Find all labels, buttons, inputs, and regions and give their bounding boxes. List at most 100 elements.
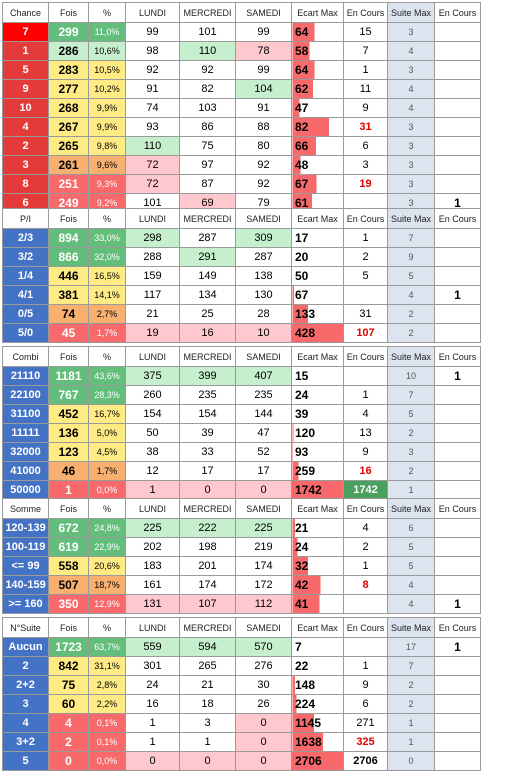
table-row: >= 160 350 12,9% 131 107 112 41 4 1 <box>2 594 481 614</box>
col-header-lundi: LUNDI <box>125 498 180 519</box>
cell-cours2 <box>434 480 481 500</box>
cell-samedi: 80 <box>235 136 292 156</box>
cell-ecart: 1145 <box>291 713 344 733</box>
cell-cours2: 1 <box>434 285 481 305</box>
cell-mercredi: 198 <box>179 537 236 557</box>
table-row: 22100 767 28,3% 260 235 235 24 1 7 <box>2 385 481 405</box>
col-header-samedi: SAMEDI <box>235 498 292 519</box>
table-row: 9 277 10,2% 91 82 104 62 11 4 <box>2 79 481 99</box>
cell-lundi: 38 <box>125 442 180 462</box>
cell-key: 7 <box>2 22 49 42</box>
col-header-lundi: LUNDI <box>125 2 180 23</box>
cell-ecart: 120 <box>291 423 344 443</box>
cell-cours2 <box>434 155 481 175</box>
cell-fois: 136 <box>48 423 89 443</box>
cell-lundi: 12 <box>125 461 180 481</box>
cell-mercredi: 291 <box>179 247 236 267</box>
cell-samedi: 144 <box>235 404 292 424</box>
cell-cours: 6 <box>343 136 388 156</box>
header-row: P/I Fois% LUNDI MERCREDI SAMEDI Ecart Max En C… <box>2 208 481 229</box>
cell-suite: 3 <box>387 22 435 42</box>
col-header-samedi: SAMEDI <box>235 2 292 23</box>
cell-cours: 1 <box>343 385 388 405</box>
cell-cours: 16 <box>343 461 388 481</box>
cell-cours2 <box>434 694 481 714</box>
cell-ecart: 47 <box>291 98 344 118</box>
cell-cours: 9 <box>343 98 388 118</box>
cell-cours: 1 <box>343 60 388 80</box>
col-header-ecart: Ecart Max <box>291 346 344 367</box>
cell-suite: 4 <box>387 98 435 118</box>
cell-cours: 9 <box>343 675 388 695</box>
cell-key: 4/1 <box>2 285 49 305</box>
col-header-mercredi: MERCREDI <box>179 617 236 638</box>
cell-suite: 3 <box>387 174 435 194</box>
cell-cours: 271 <box>343 713 388 733</box>
cell-ecart: 21 <box>291 518 344 538</box>
section-label: Combi <box>2 346 49 367</box>
cell-samedi: 99 <box>235 60 292 80</box>
cell-cours2 <box>434 228 481 248</box>
cell-mercredi: 110 <box>179 41 236 61</box>
header-row: Chance Fois% LUNDI MERCREDI SAMEDI Ecart Max E… <box>2 2 481 23</box>
table-row: 7 299 11,0% 99 101 99 64 15 3 <box>2 22 481 42</box>
table-row: 3 60 2,2% 16 18 26 224 6 2 <box>2 694 481 714</box>
cell-samedi: 570 <box>235 637 292 657</box>
cell-fois: 2 <box>48 732 89 752</box>
cell-suite: 4 <box>387 79 435 99</box>
cell-fois: 123 <box>48 442 89 462</box>
cell-cours2 <box>434 60 481 80</box>
cell-lundi: 19 <box>125 323 180 343</box>
cell-cours2 <box>434 79 481 99</box>
cell-mercredi: 107 <box>179 594 236 614</box>
cell-lundi: 72 <box>125 155 180 175</box>
cell-mercredi: 39 <box>179 423 236 443</box>
cell-lundi: 131 <box>125 594 180 614</box>
cell-mercredi: 0 <box>179 480 236 500</box>
cell-samedi: 17 <box>235 461 292 481</box>
cell-suite: 2 <box>387 694 435 714</box>
cell-ecart: 428 <box>291 323 344 343</box>
cell-cours: 11 <box>343 79 388 99</box>
col-header-cours2: En Cours <box>434 498 481 519</box>
cell-key: 9 <box>2 79 49 99</box>
cell-key: 31100 <box>2 404 49 424</box>
cell-suite: 2 <box>387 675 435 695</box>
cell-samedi: 28 <box>235 304 292 324</box>
cell-suite: 5 <box>387 556 435 576</box>
cell-samedi: 99 <box>235 22 292 42</box>
cell-suite: 2 <box>387 423 435 443</box>
cell-mercredi: 287 <box>179 228 236 248</box>
cell-pct: 2,2% <box>88 694 126 714</box>
cell-key: 8 <box>2 174 49 194</box>
cell-cours2 <box>434 247 481 267</box>
cell-ecart: 58 <box>291 41 344 61</box>
table-row: Aucun 1723 63,7% 559 594 570 7 17 1 <box>2 637 481 657</box>
cell-ecart: 62 <box>291 79 344 99</box>
cell-cours: 4 <box>343 404 388 424</box>
col-header-fois: Fois <box>48 208 89 229</box>
cell-ecart: 82 <box>291 117 344 137</box>
col-header-samedi: SAMEDI <box>235 617 292 638</box>
cell-lundi: 288 <box>125 247 180 267</box>
cell-cours: 7 <box>343 41 388 61</box>
cell-lundi: 0 <box>125 751 180 771</box>
table-row: 1 286 10,6% 98 110 78 58 7 4 <box>2 41 481 61</box>
table-row: 3 261 9,6% 72 97 92 48 3 3 <box>2 155 481 175</box>
cell-fois: 1 <box>48 480 89 500</box>
cell-mercredi: 86 <box>179 117 236 137</box>
cell-ecart: 20 <box>291 247 344 267</box>
cell-fois: 268 <box>48 98 89 118</box>
cell-ecart: 64 <box>291 60 344 80</box>
cell-mercredi: 0 <box>179 751 236 771</box>
cell-pct: 32,0% <box>88 247 126 267</box>
table-row: 4 4 0,1% 1 3 0 1145 271 1 <box>2 713 481 733</box>
cell-lundi: 117 <box>125 285 180 305</box>
cell-pct: 63,7% <box>88 637 126 657</box>
cell-key: 120-139 <box>2 518 49 538</box>
col-header-cours: En Cours <box>343 346 388 367</box>
cell-fois: 507 <box>48 575 89 595</box>
cell-suite: 5 <box>387 404 435 424</box>
col-header-cours2: En Cours <box>434 346 481 367</box>
cell-fois: 261 <box>48 155 89 175</box>
